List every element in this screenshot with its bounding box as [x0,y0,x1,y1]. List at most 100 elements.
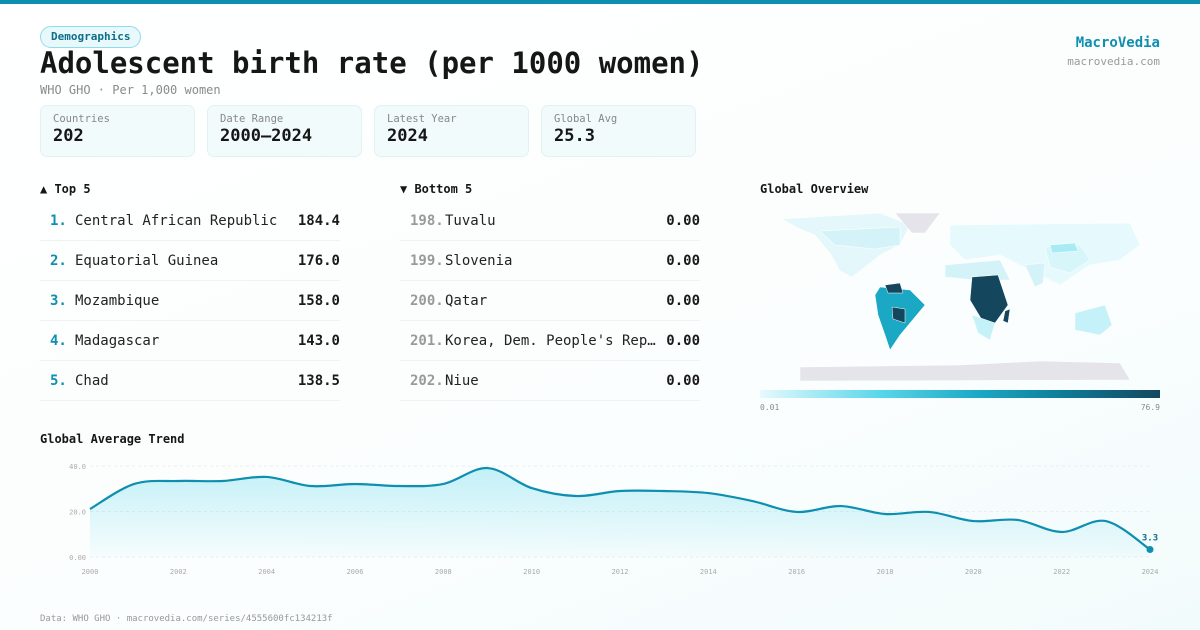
last-value-label: 3.3 [1142,533,1158,543]
list-item[interactable]: 1. Central African Republic 184.4 [40,201,340,241]
data-point [1146,545,1154,553]
map-madagascar [1002,308,1011,324]
stat-value: 25.3 [554,126,595,146]
x-tick-label: 2018 [877,568,894,576]
y-tick-label: 0.00 [69,554,86,562]
country-value: 143.0 [297,332,340,349]
top5-heading: ▲ Top 5 [40,182,91,196]
country-value: 176.0 [297,252,340,269]
page-title: Adolescent birth rate (per 1000 women) [40,46,704,80]
map-heading: Global Overview [760,182,869,196]
x-tick-label: 2000 [82,568,99,576]
map-canada [819,226,901,250]
trend-chart[interactable]: 0.00 20.0 40.0 2000 2002 2004 2006 2008 2010 2012… [0,455,1200,580]
list-item[interactable]: 201.Korea, Dem. People's Republic 0.00 [400,321,700,361]
country-name: Madagascar [75,332,160,349]
list-item[interactable]: 3. Mozambique 158.0 [40,281,340,321]
country-name: Chad [75,372,109,389]
list-item[interactable]: 202. Niue 0.00 [400,361,700,401]
stat-label: Date Range [220,113,284,125]
map-venezuela [884,282,904,294]
country-name: Korea, Dem. People's Republic [445,332,658,349]
legend-min: 0.01 [760,403,780,412]
country-name: Central African Republic [75,212,278,229]
trend-line [89,466,1151,551]
x-tick-label: 2024 [1142,568,1159,576]
rank: 201. [410,332,444,349]
stat-card-countries: Countries 202 [40,105,195,157]
x-tick-label: 2004 [258,568,275,576]
map-bolivia [891,306,906,324]
x-tick-label: 2012 [612,568,629,576]
chart-title: Global Average Trend [40,432,185,446]
x-tick-label: 2002 [170,568,187,576]
stat-label: Global Avg [554,113,618,125]
rank: 5. [50,372,67,389]
list-item[interactable]: 2. Equatorial Guinea 176.0 [40,241,340,281]
stat-label: Countries [53,113,110,125]
map-africa-central [969,274,1009,324]
stat-card-global-avg: Global Avg 25.3 [541,105,696,157]
footer-source: Data: WHO GHO · macrovedia.com/series/45… [40,614,333,624]
list-item[interactable]: 199. Slovenia 0.00 [400,241,700,281]
y-tick-label: 20.0 [69,509,86,517]
country-value: 184.4 [297,212,340,229]
x-tick-label: 2014 [700,568,717,576]
list-item[interactable]: 4. Madagascar 143.0 [40,321,340,361]
x-tick-label: 2020 [965,568,982,576]
country-value: 138.5 [297,372,340,389]
country-name: Mozambique [75,292,160,309]
stat-value: 202 [53,126,84,146]
rank: 200. [410,292,444,309]
country-name: Tuvalu [445,212,496,229]
brand-logo[interactable]: MacroVedia [1075,35,1160,51]
rank: 4. [50,332,67,349]
x-tick-label: 2010 [523,568,540,576]
rank: 1. [50,212,67,229]
country-name: Qatar [445,292,488,309]
x-tick-label: 2022 [1053,568,1070,576]
country-name: Niue [445,372,479,389]
list-item[interactable]: 200. Qatar 0.00 [400,281,700,321]
stat-value: 2024 [387,126,428,146]
map-india [1024,262,1046,288]
map-africa-south [971,314,996,341]
country-value: 158.0 [297,292,340,309]
top-accent-bar [0,0,1200,4]
list-item[interactable]: 198. Tuvalu 0.00 [400,201,700,241]
rank: 198. [410,212,444,229]
rank: 2. [50,252,67,269]
x-tick-label: 2008 [435,568,452,576]
country-value: 0.00 [666,292,700,309]
legend-max: 76.9 [1140,403,1160,412]
country-value: 0.00 [666,252,700,269]
stat-label: Latest Year [387,113,457,125]
brand-url[interactable]: macrovedia.com [1067,55,1160,68]
world-map[interactable] [760,205,1170,383]
map-mongolia [1049,242,1079,254]
country-name: Equatorial Guinea [75,252,219,269]
list-item[interactable]: 5. Chad 138.5 [40,361,340,401]
x-tick-label: 2006 [347,568,364,576]
map-antarctica [799,360,1131,382]
rank: 3. [50,292,67,309]
country-value: 0.00 [666,212,700,229]
map-australia [1074,304,1113,336]
map-europe-asia [949,222,1141,286]
rank: 202. [410,372,444,389]
rank: 199. [410,252,444,269]
map-greenland [894,212,941,234]
country-name: Slovenia [445,252,513,269]
bottom5-heading: ▼ Bottom 5 [400,182,473,196]
map-color-legend [760,390,1160,398]
y-tick-label: 40.0 [69,463,86,471]
page-subtitle: WHO GHO · Per 1,000 women [40,83,221,97]
country-value: 0.00 [666,372,700,389]
stat-card-latest-year: Latest Year 2024 [374,105,529,157]
category-badge[interactable]: Demographics [40,26,142,48]
x-tick-label: 2016 [788,568,805,576]
trend-area [90,468,1150,557]
stat-card-date-range: Date Range 2000–2024 [207,105,362,157]
stat-value: 2000–2024 [220,126,313,146]
country-value: 0.00 [666,332,700,349]
